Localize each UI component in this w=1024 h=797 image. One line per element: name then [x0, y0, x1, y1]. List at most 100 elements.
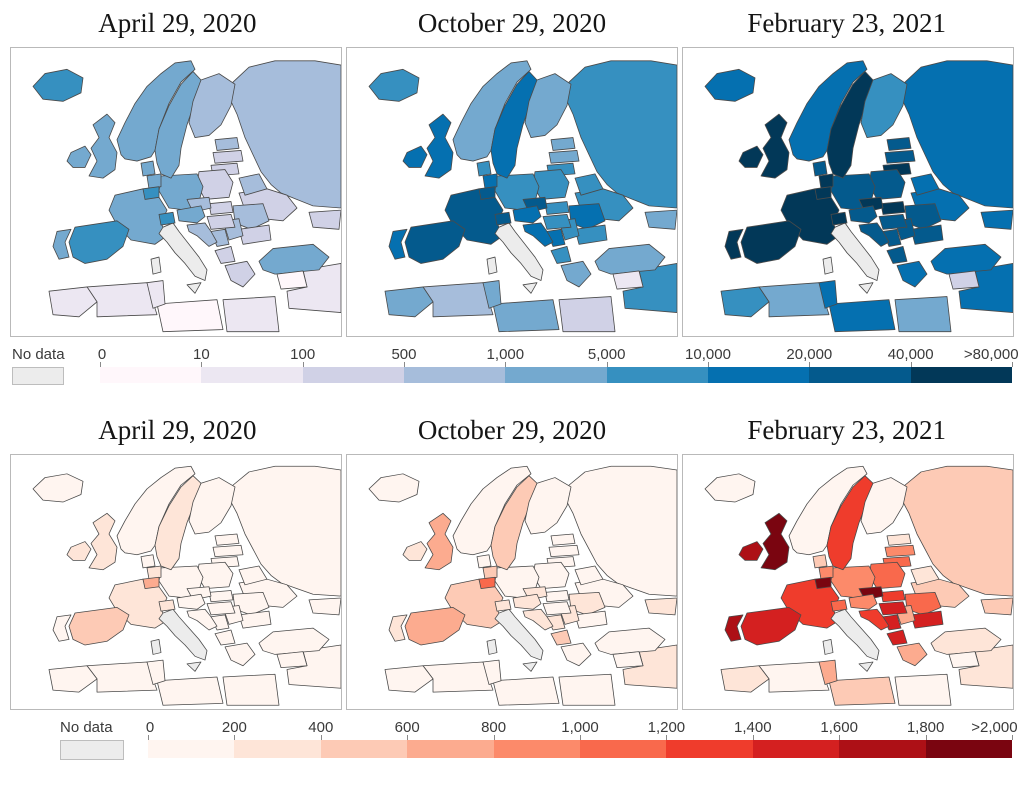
- country-ireland: [66, 541, 92, 561]
- country-netherlands: [146, 565, 162, 580]
- country-sicily: [858, 282, 874, 294]
- figure: April 29, 2020 October 29, 2020 February…: [10, 4, 1019, 760]
- country-greece: [560, 642, 592, 667]
- country-austria: [512, 205, 542, 224]
- country-united-kingdom: [760, 113, 790, 179]
- country-ireland: [402, 145, 428, 168]
- country-caucasus: [980, 597, 1013, 616]
- country-greece: [896, 642, 928, 667]
- country-hungary: [206, 601, 236, 616]
- country-sicily: [186, 282, 202, 294]
- country-bulgaria: [238, 610, 272, 629]
- legend-color-bar: [148, 735, 1013, 758]
- country-italy: [494, 608, 544, 661]
- country-belarus: [238, 565, 268, 586]
- country-algeria: [422, 661, 494, 693]
- country-sicily: [186, 661, 202, 672]
- country-italy: [830, 222, 880, 281]
- country-portugal: [52, 228, 72, 260]
- country-egypt: [558, 296, 616, 333]
- country-portugal: [724, 614, 744, 642]
- country-albania-macedonia: [886, 245, 908, 264]
- legend-tick-labels: 0 200 400 600 800 1,000 1,200 1,400 1,600 1,800 >2…: [146, 718, 1018, 738]
- legend-tick-mark: [493, 735, 495, 740]
- country-sardinia: [150, 639, 162, 655]
- europe-map-svg: [32, 465, 341, 706]
- country-bulgaria: [238, 224, 272, 245]
- country-austria: [176, 593, 206, 610]
- country-finland: [860, 477, 908, 535]
- country-belgium: [478, 576, 496, 589]
- map-title: October 29, 2020: [417, 415, 607, 445]
- country-denmark: [140, 160, 156, 177]
- choropleth-top-april: [10, 47, 342, 337]
- country-denmark: [812, 554, 828, 569]
- legend-color-segment: [403, 367, 506, 383]
- country-bulgaria: [574, 224, 608, 245]
- country-switzerland: [158, 599, 176, 612]
- country-libya: [492, 676, 560, 706]
- country-albania-macedonia: [886, 629, 908, 646]
- legend-tick-mark: [302, 362, 304, 367]
- country-netherlands: [482, 173, 498, 190]
- legend-tick-label: 1,800: [906, 719, 945, 736]
- bottom-titles-row: April 29, 2020 October 29, 2020 February…: [10, 411, 1014, 454]
- country-tunisia: [482, 659, 502, 685]
- country-switzerland: [494, 599, 512, 612]
- country-belarus: [574, 565, 604, 586]
- bottom-color-legend: No data 0 200 400 600 800 1,000 1,200 1,400 1,60…: [12, 718, 1018, 760]
- country-hungary: [878, 213, 908, 230]
- country-algeria: [86, 282, 158, 318]
- country-austria: [848, 593, 878, 610]
- country-estonia: [886, 533, 912, 546]
- legend-color-segment: [925, 740, 1013, 758]
- country-switzerland: [494, 211, 512, 226]
- country-norway: [788, 60, 868, 162]
- country-caucasus: [980, 209, 1013, 230]
- country-turkey: [258, 243, 330, 275]
- legend-tick-label: >80,000: [963, 346, 1019, 363]
- country-spain: [404, 220, 466, 264]
- europe-map-svg: [368, 60, 677, 333]
- country-spain: [404, 607, 466, 646]
- country-iceland: [704, 473, 756, 503]
- country-caucasus: [308, 597, 341, 616]
- top-titles-row: April 29, 2020 October 29, 2020 February…: [10, 4, 1014, 47]
- legend-tick-mark: [606, 362, 608, 367]
- country-sardinia: [822, 639, 834, 655]
- country-belgium: [142, 186, 160, 200]
- country-albania-macedonia: [214, 629, 236, 646]
- legend-color-segment: [148, 740, 235, 758]
- country-netherlands: [482, 565, 498, 580]
- legend-tick-mark: [925, 735, 927, 740]
- legend-bar-area: 0 10 100 500 1,000 5,000 10,000 20,000 40,000 >80…: [98, 345, 1019, 385]
- country-syria: [276, 651, 308, 668]
- country-spain: [68, 220, 130, 264]
- country-estonia: [550, 137, 576, 151]
- legend-tick-mark: [505, 362, 507, 367]
- country-egypt: [558, 673, 616, 706]
- legend-tick-label: 10: [192, 346, 210, 363]
- country-albania-macedonia: [550, 629, 572, 646]
- country-tunisia: [482, 280, 502, 309]
- legend-tick-label: 5,000: [587, 346, 626, 363]
- country-slovakia: [544, 201, 570, 215]
- country-slovakia: [544, 590, 570, 603]
- country-belarus: [910, 173, 940, 196]
- legend-tick-mark: [407, 735, 409, 740]
- country-morocco: [720, 286, 770, 318]
- country-turkey: [258, 627, 330, 655]
- country-latvia: [212, 544, 244, 557]
- country-albania-macedonia: [214, 245, 236, 264]
- legend-tick-label: 1,200: [647, 719, 686, 736]
- country-iceland: [32, 68, 84, 102]
- no-data-swatch: [60, 740, 124, 760]
- map-title: October 29, 2020: [417, 8, 607, 38]
- country-sicily: [858, 661, 874, 672]
- legend-color-segment: [493, 740, 581, 758]
- country-ireland: [738, 541, 764, 561]
- no-data-key: No data: [12, 345, 100, 385]
- country-libya: [828, 299, 896, 333]
- country-sardinia: [150, 256, 162, 275]
- country-turkey: [930, 627, 1002, 655]
